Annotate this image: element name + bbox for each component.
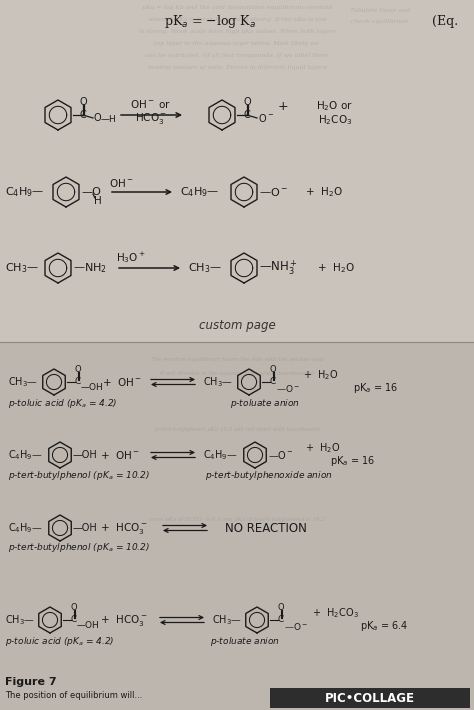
Text: +  H$_2$CO$_3$: + H$_2$CO$_3$	[312, 606, 359, 620]
Text: —O$^-$: —O$^-$	[259, 186, 288, 198]
Text: O: O	[75, 364, 82, 373]
Text: C: C	[278, 614, 284, 623]
Text: —OH: —OH	[73, 523, 98, 533]
Text: H: H	[94, 196, 102, 206]
Text: pK$_a$ = 16: pK$_a$ = 16	[330, 454, 375, 468]
Text: —NH$_3^+$: —NH$_3^+$	[259, 258, 298, 278]
Text: O: O	[71, 603, 77, 611]
Text: $p$-tert-butylphenoxide anion: $p$-tert-butylphenoxide anion	[205, 469, 333, 481]
Text: H$_2$CO$_3$: H$_2$CO$_3$	[318, 113, 352, 127]
Text: CH$_3$—: CH$_3$—	[212, 613, 242, 627]
Text: pKa = log Ka and the acid dissociation equilibrium constant: pKa = log Ka and the acid dissociation e…	[142, 6, 332, 11]
Text: CH$_3$—: CH$_3$—	[5, 613, 35, 627]
Text: CH$_3$—: CH$_3$—	[188, 261, 222, 275]
Text: CH$_3$—: CH$_3$—	[5, 261, 39, 275]
Text: Tabulate these and: Tabulate these and	[350, 8, 410, 13]
Text: $p$-tert-butylphenol (pK$_a$ = 10.2): $p$-tert-butylphenol (pK$_a$ = 10.2)	[8, 542, 150, 555]
Text: it will dissolve in the aqueous layer when deprotonated: it will dissolve in the aqueous layer wh…	[160, 371, 314, 376]
Text: $p$-toluate anion: $p$-toluate anion	[210, 635, 280, 648]
Text: custom page: custom page	[199, 320, 275, 332]
Text: —OH: —OH	[77, 621, 100, 630]
Text: +  HCO$_3^-$: + HCO$_3^-$	[100, 520, 147, 535]
Text: —OH: —OH	[81, 383, 104, 393]
Text: pK$_a$ = 16: pK$_a$ = 16	[353, 381, 398, 395]
Text: C$_4$H$_9$—: C$_4$H$_9$—	[180, 185, 219, 199]
Text: +  H$_2$O: + H$_2$O	[303, 368, 338, 382]
Text: O: O	[94, 113, 101, 123]
Text: —O$^-$: —O$^-$	[284, 621, 308, 631]
Text: since pKa of HCO3- is 6.4 and pKa of p-tert-butylphenol is 10.2: since pKa of HCO3- is 6.4 and pKa of p-t…	[149, 518, 325, 523]
Text: C$_4$H$_9$—: C$_4$H$_9$—	[8, 521, 43, 535]
Text: CH$_3$—: CH$_3$—	[8, 375, 38, 389]
Text: (Eq.: (Eq.	[432, 16, 458, 28]
Text: —NH$_2$: —NH$_2$	[73, 261, 107, 275]
Text: pK$_a$ = $-$log K$_a$: pK$_a$ = $-$log K$_a$	[164, 13, 256, 31]
Bar	[270, 688, 470, 708]
Text: O: O	[270, 364, 276, 373]
Text: C: C	[75, 376, 81, 386]
Text: +  HCO$_3^-$: + HCO$_3^-$	[100, 613, 147, 628]
Bar	[0, 342, 474, 710]
Text: O: O	[278, 603, 284, 611]
Text: +: +	[278, 101, 288, 114]
Text: C$_4$H$_9$—: C$_4$H$_9$—	[8, 448, 43, 462]
Text: HCO$_3^-$: HCO$_3^-$	[135, 111, 167, 126]
Text: The position of equilibrium will...: The position of equilibrium will...	[5, 691, 142, 699]
Text: —OH: —OH	[73, 450, 98, 460]
Text: O$^-$: O$^-$	[258, 112, 274, 124]
Text: $p$-toluic acid (pK$_a$ = 4.2): $p$-toluic acid (pK$_a$ = 4.2)	[5, 635, 114, 648]
Text: +  H$_2$O: + H$_2$O	[317, 261, 355, 275]
Text: C: C	[71, 614, 77, 623]
Text: OH$^-$: OH$^-$	[109, 177, 134, 189]
Text: NO REACTION: NO REACTION	[225, 522, 307, 535]
Text: Figure 7: Figure 7	[5, 677, 56, 687]
Text: —O$^-$: —O$^-$	[268, 449, 294, 461]
Text: PIC•COLLAGE: PIC•COLLAGE	[325, 692, 415, 704]
Text: —O: —O	[81, 187, 101, 197]
Text: C$_4$H$_9$—: C$_4$H$_9$—	[203, 448, 238, 462]
Text: when the Ka is large the acid is strong. If the pKa is low: when the Ka is large the acid is strong.…	[148, 18, 326, 23]
Text: C: C	[270, 376, 276, 386]
Text: is strong. Weak acids have high pKa values. When both layers: is strong. Weak acids have high pKa valu…	[139, 30, 335, 35]
Text: p-tert-butylphenol pKa 10.2 will not react with bicarbonate: p-tert-butylphenol pKa 10.2 will not rea…	[155, 427, 319, 432]
Text: can be extracted. Of all four compounds. If we label them: can be extracted. Of all four compounds.…	[146, 53, 328, 58]
Text: The reaction equilibrium favors the side with the weaker acid: The reaction equilibrium favors the side…	[151, 358, 323, 363]
Text: top layer in the aqueous layer below. Most likely we: top layer in the aqueous layer below. Mo…	[155, 41, 319, 46]
Text: $p$-toluic acid (pK$_a$ = 4.2): $p$-toluic acid (pK$_a$ = 4.2)	[8, 398, 118, 410]
Text: CH$_3$—: CH$_3$—	[203, 375, 233, 389]
Bar	[0, 0, 474, 342]
Text: $p$-tert-butylphenol (pK$_a$ = 10.2): $p$-tert-butylphenol (pK$_a$ = 10.2)	[8, 469, 150, 481]
Text: $p$-toluate anion: $p$-toluate anion	[230, 398, 300, 410]
Text: C$_4$H$_9$—: C$_4$H$_9$—	[5, 185, 45, 199]
Text: neutral mixture of salts. Forces in different liquid layers: neutral mixture of salts. Forces in diff…	[147, 65, 327, 70]
Text: check equilibrium: check equilibrium	[351, 19, 409, 25]
Text: +  OH$^-$: + OH$^-$	[100, 449, 140, 461]
Text: +  OH$^-$: + OH$^-$	[102, 376, 142, 388]
Text: O: O	[79, 97, 87, 107]
Text: —O$^-$: —O$^-$	[276, 383, 300, 393]
Text: OH$^-$ or: OH$^-$ or	[130, 98, 172, 110]
Text: C: C	[244, 110, 250, 120]
Text: C: C	[80, 110, 86, 120]
Text: H$_2$O or: H$_2$O or	[317, 99, 354, 113]
Text: +  H$_2$O: + H$_2$O	[305, 185, 343, 199]
Text: —H: —H	[101, 116, 117, 124]
Text: H$_3$O$^+$: H$_3$O$^+$	[116, 251, 146, 266]
Text: +  H$_2$O: + H$_2$O	[305, 441, 341, 455]
Text: pK$_a$ = 6.4: pK$_a$ = 6.4	[360, 619, 409, 633]
Text: O: O	[243, 97, 251, 107]
